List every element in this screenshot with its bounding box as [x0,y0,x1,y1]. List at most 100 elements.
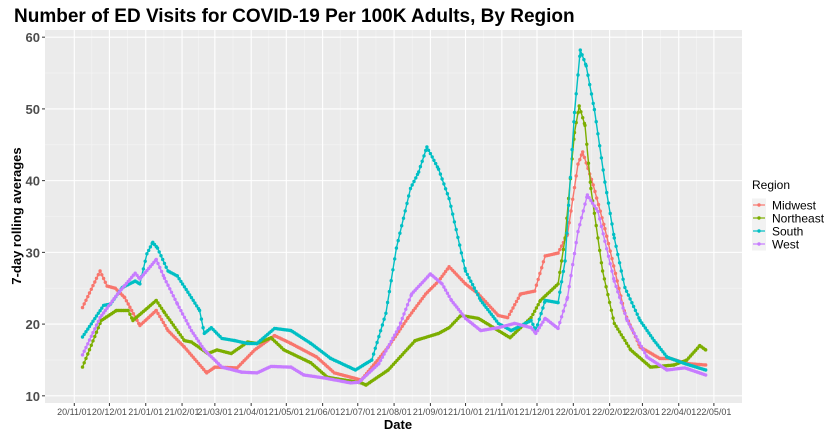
data-point-south [661,350,665,354]
data-point-west [161,273,165,278]
legend-title: Region [752,178,790,192]
data-point-west [603,239,607,243]
data-point-south [157,250,161,254]
data-point-west [189,328,194,333]
data-point-midwest [154,308,158,313]
data-point-west [377,361,381,366]
data-point-midwest [574,174,578,178]
data-point-midwest [538,271,542,276]
data-point-west [594,207,598,211]
data-point-south [617,261,622,265]
data-point-west [384,349,388,353]
data-point-west [184,318,188,323]
data-point-west [89,334,94,338]
data-point-south [576,73,580,77]
data-point-south [703,368,708,372]
data-point-northeast [624,341,629,345]
data-point-south [100,306,104,310]
data-point-south [430,155,434,159]
data-point-west [574,240,578,245]
data-point-south [378,329,383,333]
data-point-south [586,73,590,77]
data-point-midwest [159,317,164,322]
data-point-northeast [592,211,597,215]
data-point-west [173,297,177,301]
data-point-west [578,223,582,227]
data-point-northeast [614,324,618,328]
data-point-midwest [413,306,417,310]
data-point-midwest [703,363,708,367]
data-point-midwest [84,298,88,302]
data-point-south [147,248,151,253]
data-point-west [80,353,85,357]
data-point-south [89,322,94,326]
data-point-south [393,257,397,261]
data-point-south [375,340,379,345]
data-point-south [578,48,582,52]
data-point-south [396,238,400,243]
data-point-south [440,177,444,181]
data-point-south [623,285,627,290]
data-point-midwest [556,251,560,255]
data-point-northeast [536,303,540,307]
data-point-south [626,293,631,297]
data-point-midwest [93,280,97,284]
data-point-west [110,299,115,303]
data-point-west [168,287,172,291]
data-point-northeast [611,316,615,320]
data-point-south [155,246,160,250]
data-point-northeast [162,310,167,315]
data-point-northeast [531,312,535,317]
data-point-northeast [596,236,600,240]
data-point-west [630,328,635,332]
data-point-midwest [615,279,619,283]
data-point-northeast [168,318,172,322]
data-point-south [470,282,475,287]
data-point-midwest [516,296,520,300]
data-point-northeast [579,110,583,114]
data-point-west [583,202,587,206]
data-point-west [96,319,101,324]
series-west [80,193,708,385]
data-point-northeast [604,285,608,289]
data-point-south [580,53,584,57]
data-point-south [539,311,543,316]
data-point-south [438,172,443,176]
data-point-south [189,295,194,300]
data-point-midwest [581,150,585,154]
data-point-south [428,151,433,156]
data-point-south [371,352,376,356]
data-point-south [582,57,586,62]
data-point-west [179,308,183,313]
chart-title: Number of ED Visits for COVID-19 Per 100… [14,6,575,27]
data-point-west [585,193,590,197]
data-point-west [391,336,395,340]
data-point-west [623,311,627,315]
data-point-northeast [166,315,170,320]
data-point-west [627,322,631,326]
data-point-west [385,346,390,350]
data-point-west [400,316,404,321]
data-point-south [384,311,388,315]
series-northeast [80,104,708,387]
data-point-midwest [612,264,616,268]
data-point-northeast [599,261,604,265]
legend-label-northeast: Northeast [772,212,825,226]
data-point-south [565,231,569,235]
data-point-midwest [591,183,595,187]
data-point-west [537,326,541,330]
data-point-south [180,282,185,286]
x-tick-label: 21/10/01 [448,407,483,417]
data-point-northeast [609,308,614,312]
data-point-west [565,295,570,300]
data-point-west [108,301,113,306]
data-point-south [566,203,571,207]
data-point-south [451,212,455,216]
data-point-south [407,194,411,198]
data-point-south [443,187,448,191]
data-point-south [469,279,473,283]
data-point-midwest [579,153,584,157]
data-point-west [440,282,444,286]
data-point-west [382,352,386,356]
data-point-south [96,311,101,315]
